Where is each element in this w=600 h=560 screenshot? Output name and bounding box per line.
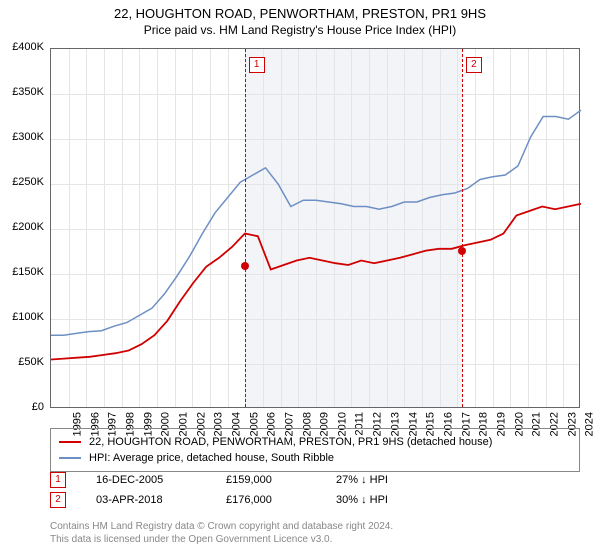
legend-label: HPI: Average price, detached house, Sout… bbox=[89, 452, 334, 464]
marker-badge: 1 bbox=[50, 472, 66, 488]
marker-badge: 2 bbox=[50, 492, 66, 508]
footer-line: Contains HM Land Registry data © Crown c… bbox=[50, 520, 580, 533]
transaction-table: 1 16-DEC-2005 £159,000 27% ↓ HPI 2 03-AP… bbox=[50, 470, 580, 510]
footer: Contains HM Land Registry data © Crown c… bbox=[50, 520, 580, 546]
legend-swatch bbox=[59, 441, 81, 443]
legend-row: HPI: Average price, detached house, Sout… bbox=[59, 450, 571, 466]
chart-lines bbox=[51, 49, 579, 407]
chart-plot-area: 12 bbox=[50, 48, 580, 408]
legend: 22, HOUGHTON ROAD, PENWORTHAM, PRESTON, … bbox=[50, 428, 580, 472]
chart-subtitle: Price paid vs. HM Land Registry's House … bbox=[0, 21, 600, 37]
transaction-price: £159,000 bbox=[226, 474, 306, 486]
transaction-price: £176,000 bbox=[226, 494, 306, 506]
legend-label: 22, HOUGHTON ROAD, PENWORTHAM, PRESTON, … bbox=[89, 436, 492, 448]
transaction-row: 2 03-APR-2018 £176,000 30% ↓ HPI bbox=[50, 490, 580, 510]
transaction-date: 03-APR-2018 bbox=[96, 494, 196, 506]
legend-swatch bbox=[59, 457, 81, 459]
transaction-diff: 30% ↓ HPI bbox=[336, 494, 388, 506]
transaction-row: 1 16-DEC-2005 £159,000 27% ↓ HPI bbox=[50, 470, 580, 490]
chart-container: 22, HOUGHTON ROAD, PENWORTHAM, PRESTON, … bbox=[0, 0, 600, 560]
footer-line: This data is licensed under the Open Gov… bbox=[50, 533, 580, 546]
legend-row: 22, HOUGHTON ROAD, PENWORTHAM, PRESTON, … bbox=[59, 434, 571, 450]
transaction-date: 16-DEC-2005 bbox=[96, 474, 196, 486]
transaction-diff: 27% ↓ HPI bbox=[336, 474, 388, 486]
chart-title: 22, HOUGHTON ROAD, PENWORTHAM, PRESTON, … bbox=[0, 0, 600, 21]
